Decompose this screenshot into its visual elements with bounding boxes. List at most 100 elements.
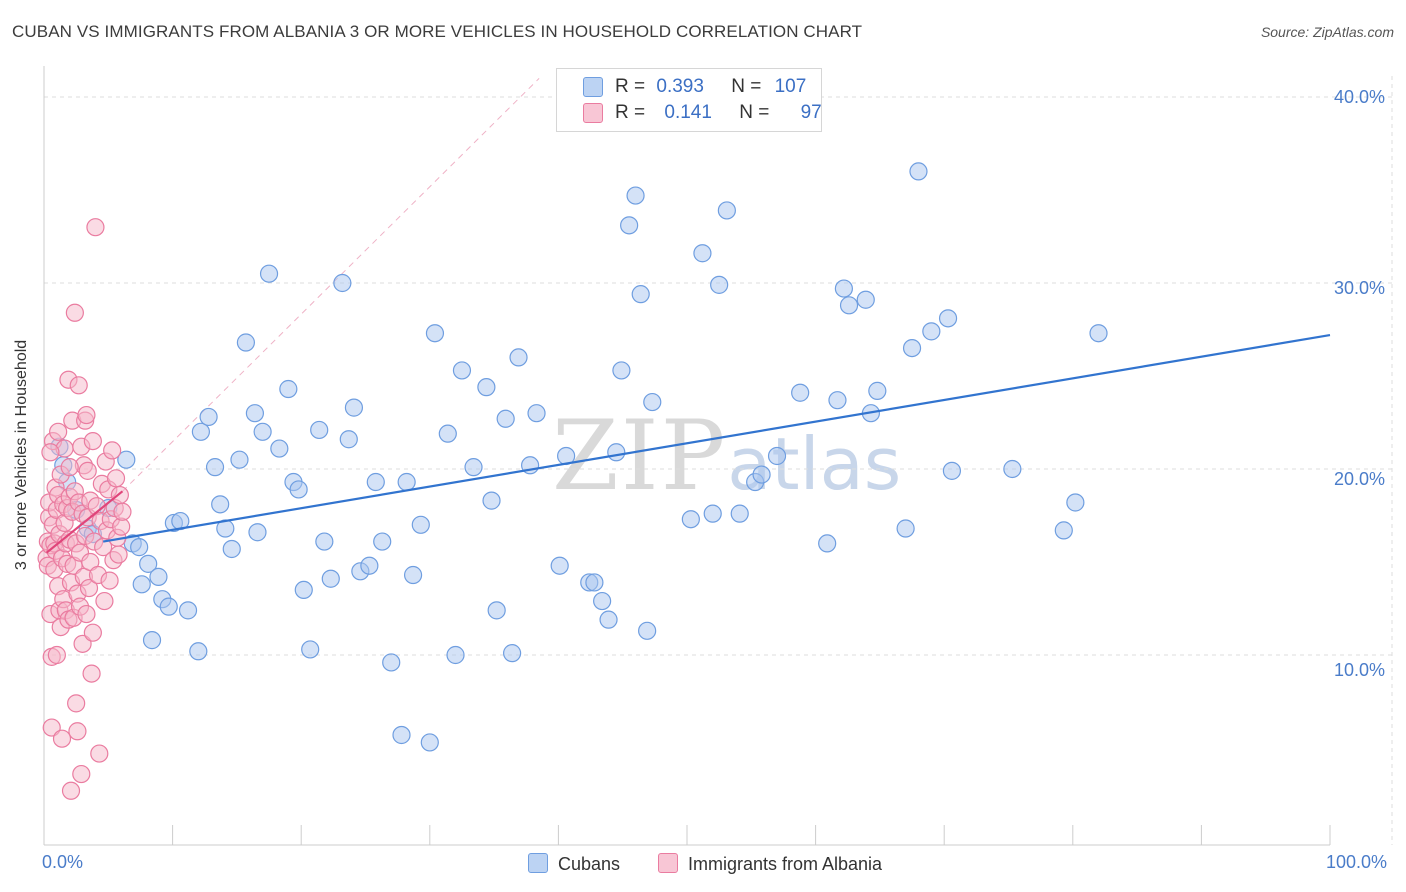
series-albania-points bbox=[37, 218, 132, 800]
bottom-legend-label-cubans: Cubans bbox=[558, 854, 621, 874]
albania-point bbox=[72, 764, 91, 784]
legend-r-label: R = bbox=[615, 76, 646, 97]
legend-n-label: N = bbox=[739, 102, 770, 123]
albania-point bbox=[78, 461, 97, 480]
albania-point bbox=[69, 376, 88, 395]
cubans-point bbox=[938, 309, 958, 328]
cubans-point bbox=[222, 539, 241, 559]
cubans-point bbox=[189, 642, 208, 661]
albania-point bbox=[86, 218, 105, 237]
legend-n-value: 107 bbox=[774, 76, 807, 97]
cubans-point bbox=[315, 532, 334, 551]
stats-legend: R = 0.393 N = 107 R = 0.141 N = 97 bbox=[556, 68, 822, 132]
cubans-point bbox=[289, 480, 308, 499]
albania-point bbox=[68, 722, 87, 741]
watermark-zip: ZIP bbox=[552, 400, 728, 512]
series-cubans-points bbox=[50, 162, 1108, 752]
cubans-point bbox=[373, 532, 392, 551]
cubans-point bbox=[403, 565, 423, 585]
cubans-point bbox=[638, 621, 657, 640]
albania-point bbox=[103, 441, 122, 460]
cubans-point bbox=[1089, 324, 1108, 343]
cubans-point bbox=[585, 573, 604, 592]
albania-point bbox=[90, 744, 109, 763]
cubans-point bbox=[178, 601, 198, 620]
cubans-point bbox=[791, 383, 810, 402]
cubans-point bbox=[253, 422, 272, 441]
cubans-point bbox=[527, 404, 546, 423]
albania-point bbox=[73, 634, 92, 653]
cubans-point bbox=[130, 538, 149, 557]
cubans-point bbox=[191, 422, 210, 441]
cubans-point bbox=[142, 631, 162, 650]
albania-point bbox=[95, 591, 114, 611]
y-tick-label-20: 20.0% bbox=[1334, 469, 1386, 489]
bottom-legend-swatch-albania bbox=[658, 853, 678, 873]
albania-point bbox=[61, 781, 81, 800]
cubans-point bbox=[550, 556, 569, 575]
cubans-point bbox=[382, 653, 401, 672]
cubans-point bbox=[839, 296, 859, 315]
cubans-point bbox=[896, 519, 915, 538]
cubans-point bbox=[828, 391, 847, 410]
cubans-point bbox=[1054, 521, 1073, 540]
bottom-legend-albania: Immigrants from Albania bbox=[658, 853, 882, 875]
x-tick-label-max: 100.0% bbox=[1326, 852, 1388, 872]
cubans-point bbox=[607, 443, 626, 462]
cubans-point bbox=[397, 472, 416, 492]
cubans-point bbox=[1066, 493, 1085, 512]
chart-title: CUBAN VS IMMIGRANTS FROM ALBANIA 3 OR MO… bbox=[12, 22, 863, 41]
cubans-point bbox=[730, 504, 749, 523]
cubans-point bbox=[360, 556, 379, 575]
albania-point bbox=[77, 604, 96, 624]
albania-point bbox=[60, 458, 79, 477]
cubans-point bbox=[452, 361, 472, 380]
cubans-point bbox=[942, 461, 962, 480]
y-tick-label-40: 40.0% bbox=[1334, 87, 1386, 107]
trend-layer bbox=[45, 333, 1331, 554]
albania-point bbox=[41, 443, 60, 462]
x-tick-label-min: 0.0% bbox=[42, 852, 84, 872]
cubans-point bbox=[344, 398, 364, 417]
watermark: ZIPatlas bbox=[552, 400, 901, 512]
cubans-point bbox=[245, 404, 265, 423]
albania-point bbox=[83, 623, 102, 642]
cubans-point bbox=[868, 381, 887, 400]
cubans-point bbox=[496, 409, 515, 428]
albania-point bbox=[49, 422, 68, 441]
cubans-point bbox=[593, 591, 612, 611]
cubans-point bbox=[425, 324, 445, 343]
cubans-point bbox=[117, 450, 136, 469]
albania-trend-line bbox=[45, 490, 124, 554]
cubans-point bbox=[717, 201, 736, 220]
albania-point bbox=[67, 694, 86, 713]
legend-n-label: N = bbox=[731, 76, 762, 97]
cubans-point bbox=[248, 523, 267, 542]
cubans-point bbox=[211, 495, 230, 514]
y-tick-label-30: 30.0% bbox=[1334, 278, 1386, 298]
cubans-point bbox=[477, 378, 496, 397]
cubans-point bbox=[509, 348, 528, 367]
cubans-trend-line bbox=[102, 333, 1331, 543]
legend-r-label: R = bbox=[615, 102, 646, 123]
cubans-point bbox=[612, 361, 631, 380]
cubans-point bbox=[132, 575, 151, 594]
cubans-point bbox=[643, 392, 662, 412]
cubans-point bbox=[199, 407, 218, 427]
cubans-point bbox=[159, 597, 178, 616]
y-axis-label: 3 or more Vehicles in Household bbox=[13, 339, 30, 571]
cubans-point bbox=[620, 216, 639, 235]
cubans-point bbox=[294, 580, 313, 600]
albania-point bbox=[65, 303, 84, 322]
y-tick-label-10: 10.0% bbox=[1334, 660, 1386, 680]
cubans-point bbox=[446, 645, 465, 665]
albania-point bbox=[47, 645, 66, 665]
cubans-point bbox=[1003, 459, 1022, 479]
cubans-point bbox=[392, 725, 411, 745]
cubans-point bbox=[767, 446, 787, 466]
cubans-point bbox=[631, 285, 650, 304]
cubans-point bbox=[487, 601, 506, 620]
cubans-point bbox=[752, 465, 771, 484]
cubans-point bbox=[279, 379, 298, 399]
